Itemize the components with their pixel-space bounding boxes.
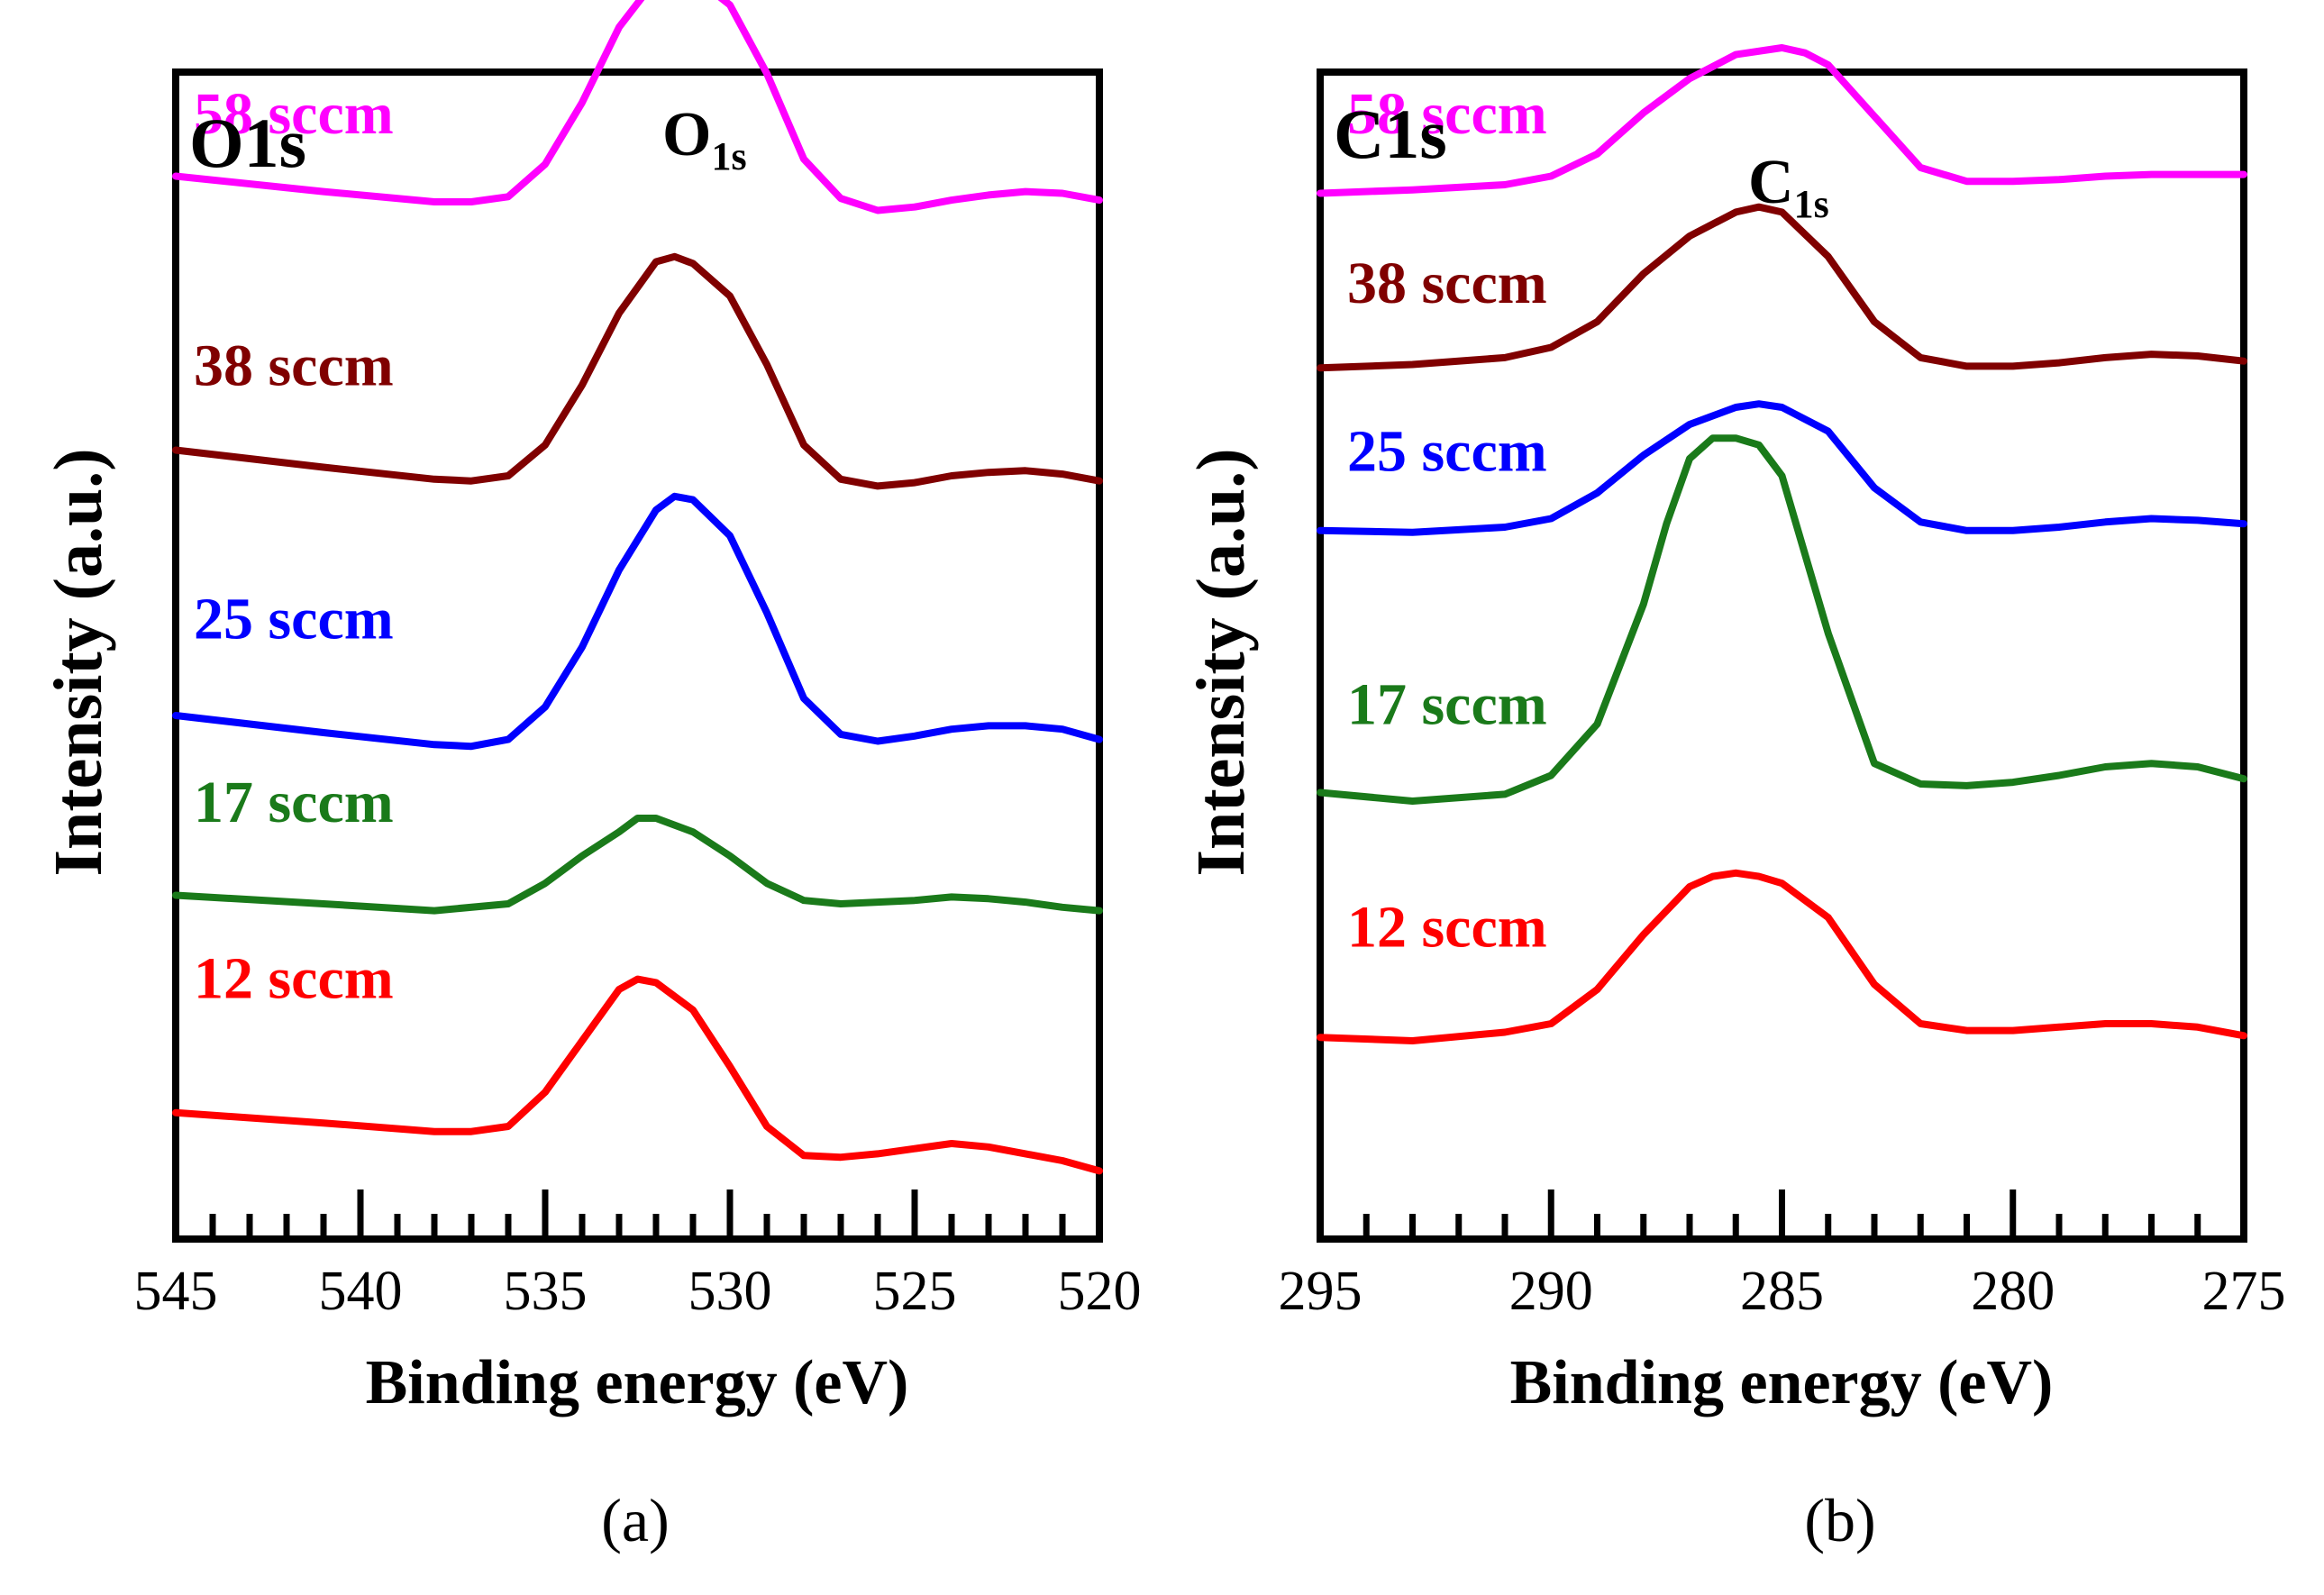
x-tick-label: 530 — [688, 1261, 772, 1322]
panel-caption: (b) — [1804, 1486, 1875, 1554]
series-line-38-sccm — [172, 252, 1103, 490]
x-tick-label: 275 — [2202, 1261, 2286, 1322]
corner-label: C1s — [1334, 95, 1447, 173]
x-tick-label: 525 — [873, 1261, 957, 1322]
series-line-58-sccm — [172, 0, 1103, 214]
x-tick-label: 290 — [1509, 1261, 1593, 1322]
y-axis-title: Intensity (a.u.) — [41, 448, 116, 876]
x-tick-label: 280 — [1971, 1261, 2055, 1322]
series-line-17-sccm — [172, 815, 1103, 915]
series-line-58-sccm — [1317, 44, 2247, 197]
series-label: 38 sccm — [194, 333, 394, 398]
series-line-17-sccm — [1317, 434, 2247, 805]
series-layer: 12 sccm 17 sccm 25 sccm 38 sccm 58 sccm — [172, 0, 1103, 1175]
series-line-25-sccm — [172, 492, 1103, 751]
series-label: 17 sccm — [194, 770, 394, 835]
y-axis-title: Intensity (a.u.) — [1183, 448, 1259, 876]
series-line-38-sccm — [1317, 203, 2247, 372]
series-label: 25 sccm — [194, 587, 394, 652]
x-tick-label: 285 — [1740, 1261, 1824, 1322]
series-label: 12 sccm — [194, 946, 394, 1012]
peak-label-main: C — [1748, 148, 1794, 217]
corner-label: O1s — [189, 104, 306, 182]
plot-frame — [172, 68, 1103, 1243]
x-tick-label: 545 — [134, 1261, 218, 1322]
plot-frame — [1317, 68, 2247, 1243]
series-line-12-sccm — [172, 975, 1103, 1175]
series-label: 58 sccm — [194, 81, 394, 147]
x-axis-title: Binding energy (eV) — [366, 1348, 909, 1417]
x-tick-label: 295 — [1279, 1261, 1363, 1322]
panel-caption: (a) — [601, 1486, 669, 1554]
series-label: 25 sccm — [1347, 418, 1547, 484]
peak-label: C1s — [1748, 148, 1829, 226]
peak-label-main: O — [662, 100, 711, 169]
series-label: 17 sccm — [1347, 672, 1547, 738]
peak-label-sub: 1s — [1794, 182, 1829, 226]
series-label: 58 sccm — [1347, 81, 1547, 147]
series-line-12-sccm — [1317, 869, 2247, 1044]
peak-label-sub: 1s — [711, 134, 746, 178]
x-tick-label: 540 — [319, 1261, 403, 1322]
peak-label: O1s — [662, 100, 747, 178]
x-axis-title: Binding energy (eV) — [1510, 1348, 2054, 1417]
series-label: 38 sccm — [1347, 251, 1547, 316]
series-label: 12 sccm — [1347, 895, 1547, 961]
x-ticks: 295 290 285 280 275 — [1279, 1189, 2286, 1322]
x-tick-label: 535 — [504, 1261, 588, 1322]
x-ticks: 545 540 535 530 525 520 — [134, 1189, 1142, 1322]
x-tick-label: 520 — [1058, 1261, 1142, 1322]
series-layer: 12 sccm 17 sccm 25 sccm 38 sccm 58 sccm — [1317, 44, 2247, 1044]
series-line-25-sccm — [1317, 400, 2247, 536]
